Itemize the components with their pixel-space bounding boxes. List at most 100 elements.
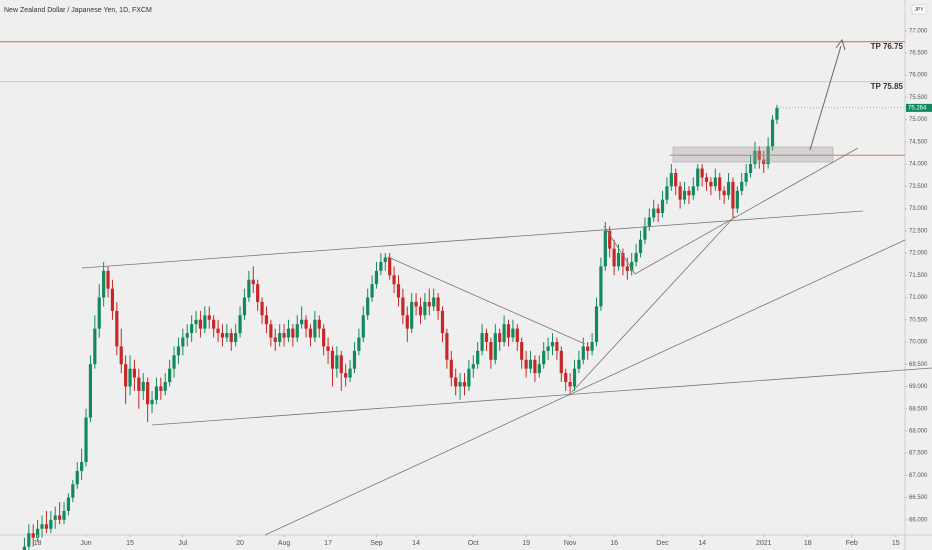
candle-body [163,382,167,391]
arrow-head [835,38,846,51]
trendline [264,239,906,536]
y-tick-label: 76.500 [909,50,928,56]
candle-body [278,333,282,342]
candle-body [533,359,537,374]
trendline [603,225,636,275]
candle-body [36,528,40,538]
candle-body [775,108,779,120]
x-tick-label: 17 [324,540,332,547]
candle-body [550,341,555,347]
candle-body [84,417,88,463]
candle-body [638,239,643,254]
candle-body [348,368,352,378]
candle-body [286,328,291,338]
x-tick-label: 16 [610,540,618,547]
trendline [81,210,864,269]
candle-body [295,324,299,338]
candle-body [392,275,396,285]
candle-body [506,324,511,338]
y-tick-label: 70.000 [909,340,928,346]
candle-body [718,177,722,191]
candle-body [313,319,317,338]
candle-body [423,301,427,316]
candle-body [234,333,238,342]
candle-body [669,172,673,187]
candle-body [322,328,326,347]
candle-body [80,462,84,471]
candle-body [366,297,370,316]
x-tick-label: Dec [656,540,669,547]
candle-body [251,279,255,285]
candle-body [440,310,445,334]
y-tick-label: 70.500 [909,317,928,323]
candle-body [691,186,695,196]
y-tick-label: 66.500 [909,495,928,501]
candle-body [44,524,49,529]
candle-body [339,355,343,374]
candle-body [146,382,150,405]
candle-body [388,257,392,276]
trendline [634,147,859,275]
candle-body [709,181,713,187]
candle-body [66,497,71,511]
x-tick-label: 18 [804,540,812,547]
candle-body [159,386,163,391]
candle-body [31,533,35,538]
candle-body [546,346,550,351]
candle-body [352,350,357,369]
candle-body [256,284,260,302]
currency: JPY [914,7,924,13]
candle-body [436,297,440,311]
x-tick-label: 18 [34,540,42,547]
x-tick-label: Nov [564,540,577,547]
candle-body [330,350,335,369]
candle-body [40,524,44,529]
candle-body [542,350,546,365]
candle-body [291,328,295,338]
candle-body [454,377,458,387]
candle-body [300,319,304,325]
candle-body [93,328,97,365]
candle-body [418,306,423,316]
y-tick-label: 69.500 [909,362,928,368]
candle-body [467,368,471,387]
x-tick-label: Sep [370,540,383,547]
candle-body [242,297,247,316]
candle-body [308,328,313,338]
candle-body [696,168,700,187]
candle-body [528,359,533,369]
candle-body [498,333,502,342]
candle-body [172,355,176,369]
candle-body [559,350,563,374]
currency-box [911,4,927,15]
candle-body [216,328,220,334]
arrow [809,45,842,151]
candle-body [744,172,748,182]
candle-body [110,288,115,311]
candle-body [317,319,321,329]
y-tick-label: 73.500 [909,184,928,190]
candle-body [678,186,682,200]
candle-body [590,341,594,351]
candle-body [383,257,387,262]
candle-body [181,337,185,347]
candle-body [370,284,374,298]
candle-body [511,328,515,338]
candle-body [581,346,585,360]
candle-body [656,208,660,214]
candle-body [748,164,753,173]
candle-body [273,337,277,342]
candle-body [128,368,132,387]
candle-body [269,324,273,338]
trendline [387,256,586,345]
candle-body [102,270,106,298]
candle-body [634,253,638,262]
x-tick-label: 15 [892,540,900,547]
y-tick-label: 76.000 [909,73,928,79]
candle-body [264,315,269,325]
candle-body [726,181,731,196]
candle-body [119,346,123,365]
candle-body [449,359,453,378]
candle-body [361,315,365,338]
candle-body [515,328,519,342]
